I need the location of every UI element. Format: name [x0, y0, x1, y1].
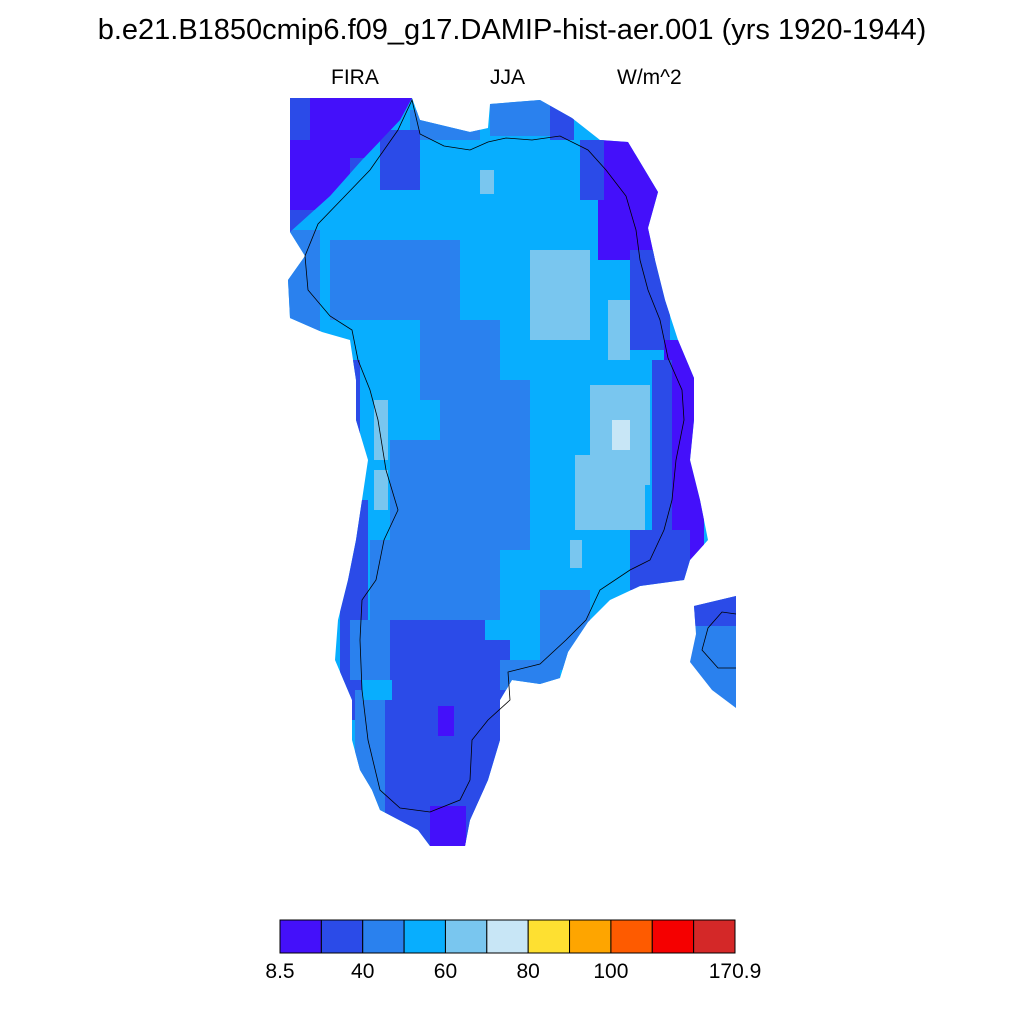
colorbar-tick-label: 100 [593, 960, 629, 983]
cell-north-rim-4 [380, 130, 420, 190]
cell-west-light-1 [374, 400, 388, 460]
cell-south-2 [350, 620, 390, 680]
variable-label: FIRA [331, 66, 379, 89]
colorbar-swatch [610, 919, 653, 954]
cell-interior-highest [612, 420, 630, 450]
colorbar-swatch [320, 919, 364, 954]
coastline-island [701, 611, 737, 669]
colorbar-swatch [651, 919, 695, 954]
cell-south-7 [362, 680, 392, 700]
cell-interior-high-3 [575, 455, 645, 530]
colorbar-tick-label: 80 [516, 960, 540, 983]
cell-central-band-5 [370, 540, 500, 620]
cell-central-band-4 [390, 440, 530, 550]
cell-east-margin-base [630, 530, 690, 590]
cell-central-band-1 [330, 240, 460, 320]
units-label: W/m^2 [617, 66, 682, 89]
cell-north-rim-2 [490, 100, 550, 136]
colorbar-tick-label: 60 [433, 960, 458, 983]
colorbar-swatch [569, 919, 612, 954]
cell-east-light-1 [570, 540, 582, 568]
colorbar-tick-label: 40 [351, 960, 375, 983]
colorbar-swatch [527, 919, 571, 954]
cell-south-5 [438, 706, 454, 736]
cell-west-light-2 [374, 470, 388, 510]
chart-title: b.e21.B1850cmip6.f09_g17.DAMIP-hist-aer.… [97, 14, 927, 46]
colorbar-swatch [403, 919, 446, 954]
cell-interior-high-5 [480, 170, 494, 194]
colorbar-swatch [444, 919, 488, 954]
colorbar-swatch [279, 919, 322, 954]
cell-interior-high-1 [530, 250, 590, 340]
colorbar-tick-label: 8.5 [265, 960, 295, 983]
cell-south-tip [430, 806, 466, 846]
colorbar-swatch [693, 919, 736, 954]
cell-east-margin-lower-2 [652, 360, 672, 560]
colorbar-swatch [362, 919, 405, 954]
colorbar-swatch [486, 919, 529, 954]
cell-east-margin-upper-2 [580, 140, 604, 200]
cell-interior-high-4 [608, 300, 630, 360]
season-label: JJA [490, 66, 526, 89]
coastline [304, 98, 685, 813]
colorbar-tick-label: 170.9 [708, 960, 762, 983]
